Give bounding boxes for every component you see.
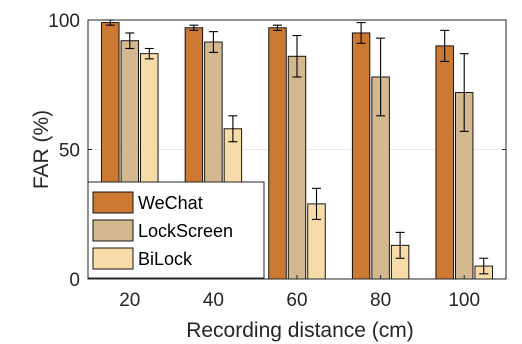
bar-wechat-60 (268, 27, 287, 280)
error-bars (105, 19, 489, 275)
y-tick-label-0: 0 (69, 270, 80, 291)
bar-wechat-100 (435, 45, 454, 280)
y-tick-label-100: 100 (48, 11, 80, 32)
y-axis-ticks: 0 50 100 (48, 11, 506, 291)
error-bar-bilock-20 (144, 47, 154, 60)
error-bar-wechat-40 (189, 24, 199, 31)
bar-wechat-80 (351, 32, 371, 280)
y-tick-label-50: 50 (59, 141, 80, 162)
y-axis-label: FAR (%) (30, 110, 53, 189)
error-bar-bilock-80 (395, 231, 405, 259)
legend-swatch-bilock (92, 247, 134, 270)
error-bar-lockscreen-80 (376, 37, 386, 117)
legend-label-wechat: WeChat (138, 193, 203, 213)
x-tick-label-60: 60 (286, 290, 307, 311)
error-bar-lockscreen-40 (208, 31, 218, 53)
error-bar-wechat-80 (356, 22, 366, 44)
legend-item-lockscreen: LockScreen (92, 219, 233, 242)
legend-swatch-lockscreen (92, 219, 134, 242)
bar-lockscreen-60 (287, 55, 307, 280)
x-tick-label-40: 40 (203, 290, 224, 311)
legend-item-bilock: BiLock (92, 247, 193, 270)
legend-label-bilock: BiLock (138, 249, 193, 269)
error-bar-wechat-60 (273, 24, 282, 31)
error-bar-wechat-100 (440, 29, 450, 62)
error-bar-bilock-60 (312, 187, 321, 220)
x-tick-label-100: 100 (448, 290, 480, 311)
x-tick-label-80: 80 (370, 290, 391, 311)
legend-label-lockscreen: LockScreen (138, 221, 233, 241)
x-axis-ticks: 20 40 60 80 100 (119, 275, 480, 311)
x-axis-label: Recording distance (cm) (186, 319, 414, 342)
error-bar-bilock-100 (479, 257, 489, 275)
error-bar-lockscreen-60 (292, 34, 302, 78)
legend-item-wechat: WeChat (92, 191, 203, 214)
x-tick-label-20: 20 (119, 290, 140, 311)
error-bar-lockscreen-20 (125, 32, 135, 50)
error-bar-lockscreen-100 (459, 53, 469, 132)
error-bar-bilock-40 (228, 115, 238, 143)
legend: WeChat LockScreen BiLock (87, 181, 265, 279)
legend-swatch-wechat (92, 191, 134, 214)
